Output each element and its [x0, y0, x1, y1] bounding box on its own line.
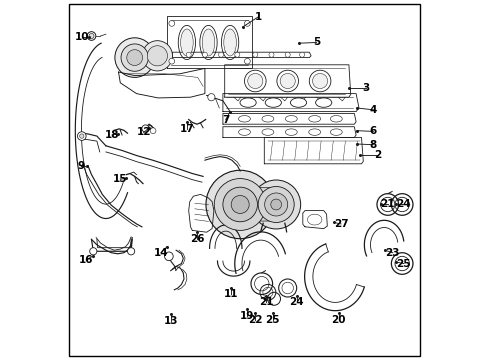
Text: 9: 9: [77, 161, 84, 171]
Text: 24: 24: [289, 297, 304, 307]
Ellipse shape: [202, 29, 214, 56]
Text: 21: 21: [258, 297, 273, 307]
Ellipse shape: [308, 129, 320, 135]
Text: 13: 13: [163, 316, 178, 326]
Ellipse shape: [224, 29, 236, 56]
Circle shape: [168, 21, 174, 26]
Ellipse shape: [247, 73, 263, 89]
Ellipse shape: [312, 73, 327, 89]
Text: 11: 11: [223, 289, 238, 300]
Ellipse shape: [290, 98, 306, 107]
Circle shape: [142, 41, 172, 71]
Text: 25: 25: [265, 315, 279, 325]
Ellipse shape: [308, 116, 320, 122]
Text: 22: 22: [247, 315, 262, 325]
Text: 14: 14: [153, 248, 168, 258]
Text: 12: 12: [136, 127, 151, 138]
Circle shape: [251, 180, 300, 229]
Circle shape: [264, 193, 287, 216]
Circle shape: [299, 52, 304, 57]
Circle shape: [126, 50, 142, 66]
Text: 21: 21: [380, 199, 394, 210]
Text: 27: 27: [333, 219, 347, 229]
Circle shape: [223, 187, 257, 222]
Text: 7: 7: [222, 114, 229, 125]
Ellipse shape: [262, 116, 273, 122]
Text: 4: 4: [369, 105, 376, 115]
Circle shape: [87, 32, 96, 40]
Circle shape: [234, 52, 239, 57]
Ellipse shape: [280, 73, 295, 89]
FancyBboxPatch shape: [238, 188, 278, 221]
Circle shape: [168, 58, 174, 64]
Text: 17: 17: [179, 124, 194, 134]
Circle shape: [231, 195, 249, 213]
Ellipse shape: [180, 29, 193, 56]
Ellipse shape: [330, 129, 342, 135]
Circle shape: [89, 33, 94, 39]
Circle shape: [80, 134, 84, 138]
Text: 15: 15: [113, 174, 127, 184]
Circle shape: [285, 52, 289, 57]
Circle shape: [115, 38, 154, 77]
Text: 20: 20: [331, 315, 346, 325]
Text: 3: 3: [362, 83, 369, 93]
Circle shape: [127, 248, 134, 255]
Circle shape: [258, 186, 294, 222]
Circle shape: [202, 52, 207, 57]
Ellipse shape: [200, 25, 217, 60]
Ellipse shape: [240, 98, 256, 107]
Ellipse shape: [285, 129, 297, 135]
Circle shape: [150, 128, 156, 134]
Ellipse shape: [315, 98, 331, 107]
Text: 5: 5: [312, 37, 320, 48]
Circle shape: [186, 52, 191, 57]
Text: 19: 19: [240, 311, 254, 321]
Circle shape: [207, 94, 215, 101]
Circle shape: [77, 132, 86, 140]
Text: 10: 10: [74, 32, 89, 42]
Text: 2: 2: [373, 150, 381, 160]
Circle shape: [218, 52, 223, 57]
Circle shape: [214, 179, 265, 230]
Circle shape: [205, 170, 274, 239]
Ellipse shape: [309, 70, 330, 92]
Circle shape: [89, 248, 97, 255]
Text: 16: 16: [79, 255, 93, 265]
Ellipse shape: [262, 129, 273, 135]
Ellipse shape: [330, 116, 342, 122]
Circle shape: [244, 21, 250, 26]
Text: 26: 26: [189, 234, 204, 244]
Circle shape: [147, 46, 167, 66]
Ellipse shape: [285, 116, 297, 122]
Circle shape: [252, 52, 257, 57]
Circle shape: [121, 44, 148, 71]
Circle shape: [268, 52, 273, 57]
Circle shape: [142, 125, 149, 132]
Ellipse shape: [276, 70, 298, 92]
Text: 25: 25: [396, 258, 410, 269]
Text: 18: 18: [104, 130, 119, 140]
Text: 6: 6: [369, 126, 376, 136]
Text: 1: 1: [254, 12, 261, 22]
Circle shape: [244, 58, 250, 64]
Circle shape: [164, 252, 173, 261]
Text: 8: 8: [369, 140, 376, 150]
Ellipse shape: [264, 98, 281, 107]
Ellipse shape: [238, 129, 250, 135]
Text: 23: 23: [385, 248, 399, 258]
Circle shape: [270, 199, 281, 210]
Ellipse shape: [244, 70, 265, 92]
Ellipse shape: [178, 25, 195, 60]
Ellipse shape: [221, 25, 238, 60]
Ellipse shape: [238, 116, 250, 122]
Text: 24: 24: [395, 199, 410, 210]
